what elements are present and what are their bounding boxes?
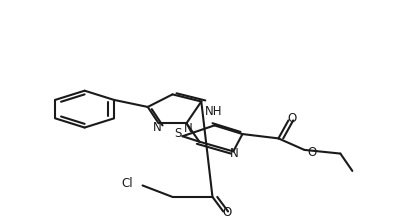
Text: N: N (184, 122, 193, 135)
Text: S: S (174, 127, 182, 140)
Text: O: O (308, 146, 317, 159)
Text: NH: NH (205, 105, 222, 118)
Text: Cl: Cl (122, 177, 134, 191)
Text: N: N (230, 147, 239, 160)
Text: O: O (223, 206, 232, 219)
Text: O: O (288, 112, 297, 125)
Text: N: N (153, 121, 162, 134)
